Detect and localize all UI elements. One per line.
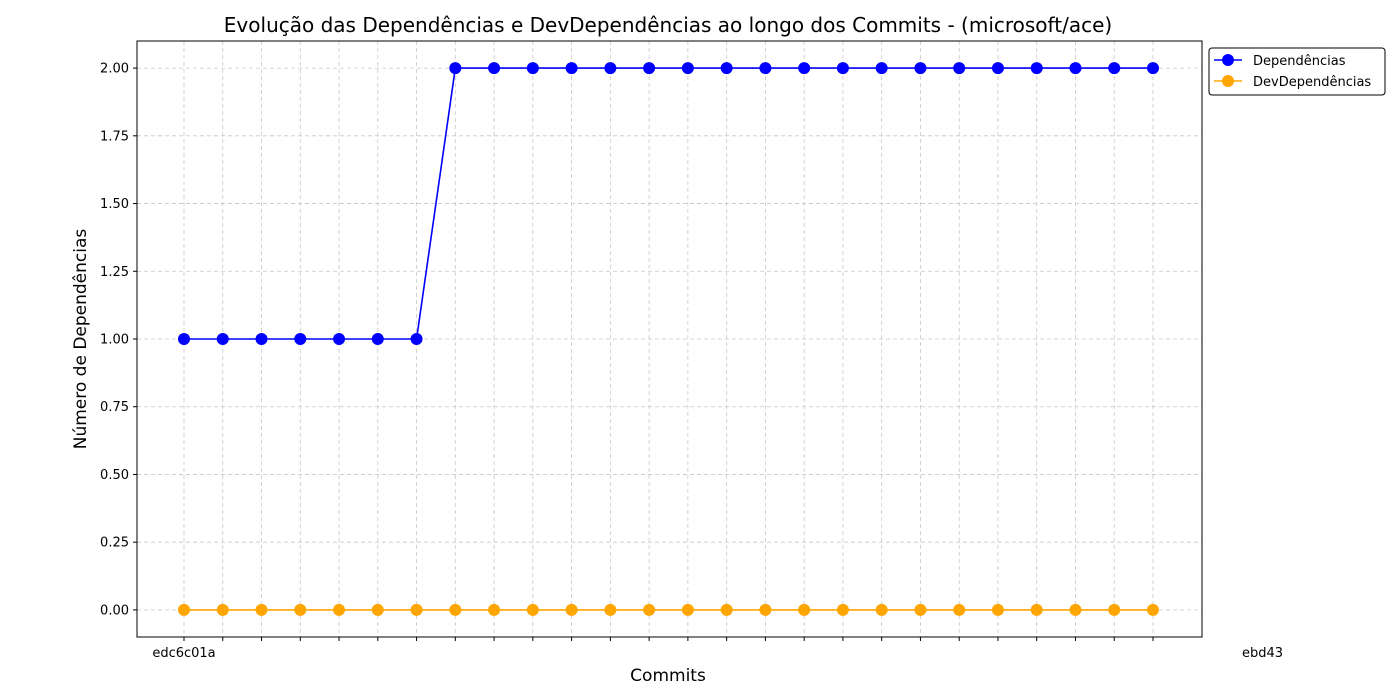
data-point — [565, 603, 578, 616]
data-point — [643, 62, 656, 75]
data-point — [991, 62, 1004, 75]
y-tick-label: 1.50 — [100, 197, 129, 212]
data-point — [798, 62, 811, 75]
y-tick-label: 0.00 — [100, 603, 129, 618]
data-point — [643, 603, 656, 616]
data-point — [216, 603, 229, 616]
y-tick-label: 0.25 — [100, 536, 129, 551]
legend: Dependências DevDependências — [1208, 47, 1386, 96]
data-point — [371, 333, 384, 345]
y-tick-label: 1.25 — [100, 265, 129, 280]
data-point — [1108, 62, 1121, 75]
data-point — [526, 603, 539, 616]
data-point — [333, 603, 346, 616]
x-axis: edc6c01a ebd43 — [152, 637, 1283, 661]
x-tick-label-last: ebd43 — [1242, 646, 1283, 661]
y-tick-label: 0.50 — [100, 468, 129, 483]
data-point — [410, 333, 423, 345]
data-point — [681, 62, 694, 75]
legend-marker-devdependencias — [1222, 75, 1234, 87]
data-point — [875, 603, 888, 616]
data-point — [333, 333, 346, 345]
y-tick-label: 1.75 — [100, 129, 129, 144]
legend-label-devdependencias: DevDependências — [1253, 75, 1371, 90]
y-axis: 0.00 0.25 0.50 0.75 1.00 1.25 1.50 1.75 2.00 — [100, 62, 137, 618]
x-axis-label: Commits — [630, 666, 706, 686]
data-point — [1147, 62, 1159, 75]
data-point — [410, 603, 423, 616]
data-point — [488, 62, 501, 75]
data-point — [565, 62, 578, 75]
data-point — [604, 603, 617, 616]
data-point — [914, 603, 927, 616]
data-point — [371, 603, 384, 616]
data-point — [526, 62, 539, 75]
data-point — [1108, 603, 1121, 616]
data-point — [255, 333, 268, 345]
data-point — [449, 603, 462, 616]
series-layer — [178, 62, 1159, 616]
data-point — [1147, 603, 1159, 616]
data-point — [953, 603, 966, 616]
data-point — [875, 62, 888, 75]
data-point — [836, 62, 849, 75]
data-point — [759, 62, 772, 75]
data-point — [178, 603, 190, 616]
data-point — [488, 603, 501, 616]
chart-title: Evolução das Dependências e DevDependênc… — [224, 13, 1112, 37]
data-point — [1069, 62, 1082, 75]
data-point — [836, 603, 849, 616]
data-point — [914, 62, 927, 75]
data-point — [1069, 603, 1082, 616]
data-point — [294, 333, 307, 345]
data-point — [294, 603, 307, 616]
y-tick-label: 0.75 — [100, 400, 129, 415]
grid-lines — [137, 41, 1202, 637]
data-point — [1030, 603, 1043, 616]
data-point — [720, 62, 733, 75]
y-axis-label: Número de Dependências — [71, 229, 91, 450]
data-point — [953, 62, 966, 75]
data-point — [178, 333, 190, 345]
series-line-0 — [184, 67, 1153, 340]
data-point — [720, 603, 733, 616]
legend-box — [1208, 47, 1386, 96]
data-point — [991, 603, 1004, 616]
y-tick-label: 2.00 — [100, 62, 129, 77]
data-point — [449, 62, 462, 75]
x-tick-label-first: edc6c01a — [152, 646, 215, 661]
data-point — [759, 603, 772, 616]
data-point — [681, 603, 694, 616]
legend-label-dependencias: Dependências — [1253, 54, 1346, 69]
data-point — [216, 333, 229, 345]
data-point — [255, 603, 268, 616]
y-tick-label: 1.00 — [100, 333, 129, 348]
data-point — [604, 62, 617, 75]
data-point — [798, 603, 811, 616]
data-point — [1030, 62, 1043, 75]
legend-marker-dependencias — [1222, 54, 1234, 66]
